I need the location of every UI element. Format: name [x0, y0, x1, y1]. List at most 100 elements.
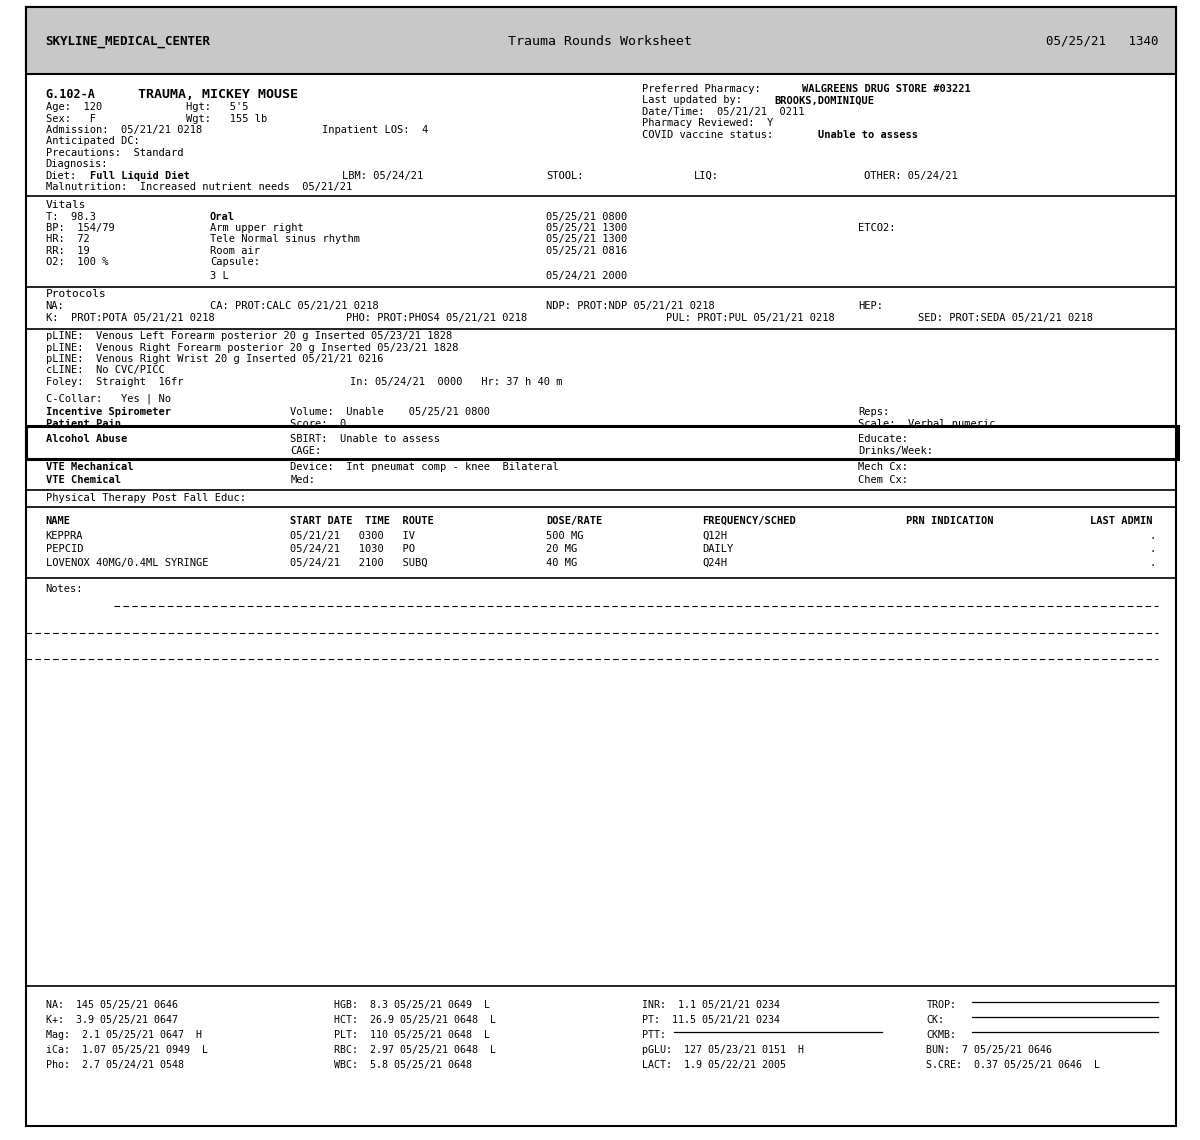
Text: G.102-A: G.102-A: [46, 88, 96, 100]
Text: Malnutrition:  Increased nutrient needs  05/21/21: Malnutrition: Increased nutrient needs 0…: [46, 182, 352, 192]
Text: 05/24/21 2000: 05/24/21 2000: [546, 271, 628, 280]
Text: 05/25/21 0816: 05/25/21 0816: [546, 246, 628, 255]
Text: Educate:: Educate:: [858, 434, 908, 443]
Text: DAILY: DAILY: [702, 545, 733, 554]
Text: Mech Cx:: Mech Cx:: [858, 463, 908, 472]
Text: 05/25/21 1300: 05/25/21 1300: [546, 235, 628, 244]
Text: SBIRT:  Unable to assess: SBIRT: Unable to assess: [290, 434, 440, 443]
Text: PT:  11.5 05/21/21 0234: PT: 11.5 05/21/21 0234: [642, 1016, 780, 1025]
Text: Pharmacy Reviewed:  Y: Pharmacy Reviewed: Y: [642, 119, 773, 128]
Text: .: .: [1150, 559, 1156, 568]
Text: DOSE/RATE: DOSE/RATE: [546, 516, 602, 526]
Text: Device:  Int pneumat comp - knee  Bilateral: Device: Int pneumat comp - knee Bilatera…: [290, 463, 559, 472]
Text: LACT:  1.9 05/22/21 2005: LACT: 1.9 05/22/21 2005: [642, 1060, 786, 1069]
Text: VTE Mechanical: VTE Mechanical: [46, 463, 133, 472]
Text: K+:  3.9 05/25/21 0647: K+: 3.9 05/25/21 0647: [46, 1016, 178, 1025]
Text: NDP: PROT:NDP 05/21/21 0218: NDP: PROT:NDP 05/21/21 0218: [546, 301, 715, 310]
Text: PRN INDICATION: PRN INDICATION: [906, 516, 994, 526]
Text: 500 MG: 500 MG: [546, 531, 583, 540]
Text: PLT:  110 05/25/21 0648  L: PLT: 110 05/25/21 0648 L: [334, 1031, 490, 1040]
Text: TRAUMA, MICKEY MOUSE: TRAUMA, MICKEY MOUSE: [138, 88, 298, 100]
Text: Date/Time:  05/21/21  0211: Date/Time: 05/21/21 0211: [642, 107, 804, 116]
Text: Tele Normal sinus rhythm: Tele Normal sinus rhythm: [210, 235, 360, 244]
Text: CK:: CK:: [926, 1016, 944, 1025]
Text: Diet:: Diet:: [46, 171, 77, 180]
Text: iCa:  1.07 05/25/21 0949  L: iCa: 1.07 05/25/21 0949 L: [46, 1045, 208, 1055]
Text: Reps:: Reps:: [858, 407, 889, 416]
Text: CAGE:: CAGE:: [290, 447, 322, 456]
Text: Unable to assess: Unable to assess: [818, 130, 918, 139]
Text: ETCO2:: ETCO2:: [858, 223, 895, 233]
Text: PUL: PROT:PUL 05/21/21 0218: PUL: PROT:PUL 05/21/21 0218: [666, 314, 835, 323]
Text: KEPPRA: KEPPRA: [46, 531, 83, 540]
Text: O2:  100 %: O2: 100 %: [46, 258, 108, 267]
Text: Med:: Med:: [290, 475, 316, 484]
Text: T:  98.3: T: 98.3: [46, 212, 96, 221]
Text: pLINE:  Venous Left Forearm posterior 20 g Inserted 05/23/21 1828: pLINE: Venous Left Forearm posterior 20 …: [46, 332, 452, 341]
Text: Precautions:  Standard: Precautions: Standard: [46, 148, 184, 157]
Text: CA: PROT:CALC 05/21/21 0218: CA: PROT:CALC 05/21/21 0218: [210, 301, 379, 310]
Text: Oral: Oral: [210, 212, 235, 221]
Text: STOOL:: STOOL:: [546, 171, 583, 180]
Text: pLINE:  Venous Right Wrist 20 g Inserted 05/21/21 0216: pLINE: Venous Right Wrist 20 g Inserted …: [46, 355, 383, 364]
Text: CKMB:: CKMB:: [926, 1031, 956, 1040]
Text: Foley:  Straight  16fr: Foley: Straight 16fr: [46, 377, 184, 386]
Text: Physical Therapy Post Fall Educ:: Physical Therapy Post Fall Educ:: [46, 494, 246, 503]
Text: Scale:  Verbal numeric: Scale: Verbal numeric: [858, 420, 996, 429]
Text: Volume:  Unable    05/25/21 0800: Volume: Unable 05/25/21 0800: [290, 407, 491, 416]
Text: S.CRE:  0.37 05/25/21 0646  L: S.CRE: 0.37 05/25/21 0646 L: [926, 1060, 1100, 1069]
Text: PEPCID: PEPCID: [46, 545, 83, 554]
Text: HR:  72: HR: 72: [46, 235, 89, 244]
Text: SKYLINE_MEDICAL_CENTER: SKYLINE_MEDICAL_CENTER: [46, 34, 211, 48]
Text: BROOKS,DOMINIQUE: BROOKS,DOMINIQUE: [774, 96, 874, 105]
Text: 40 MG: 40 MG: [546, 559, 577, 568]
Text: Notes:: Notes:: [46, 585, 83, 594]
Text: Anticipated DC:: Anticipated DC:: [46, 137, 139, 146]
Text: Pho:  2.7 05/24/21 0548: Pho: 2.7 05/24/21 0548: [46, 1060, 184, 1069]
Text: C-Collar:   Yes | No: C-Collar: Yes | No: [46, 393, 170, 405]
Text: START DATE  TIME  ROUTE: START DATE TIME ROUTE: [290, 516, 434, 526]
Text: K:  PROT:POTA 05/21/21 0218: K: PROT:POTA 05/21/21 0218: [46, 314, 215, 323]
Text: LOVENOX 40MG/0.4ML SYRINGE: LOVENOX 40MG/0.4ML SYRINGE: [46, 559, 208, 568]
Text: Full Liquid Diet: Full Liquid Diet: [90, 171, 190, 180]
Text: 05/21/21   0300   IV: 05/21/21 0300 IV: [290, 531, 415, 540]
Text: cLINE:  No CVC/PICC: cLINE: No CVC/PICC: [46, 366, 164, 375]
Bar: [26, 7, 1176, 74]
Text: Sex:   F: Sex: F: [46, 114, 96, 123]
Text: Capsule:: Capsule:: [210, 258, 260, 267]
Text: Wgt:   155 lb: Wgt: 155 lb: [186, 114, 268, 123]
Text: pGLU:  127 05/23/21 0151  H: pGLU: 127 05/23/21 0151 H: [642, 1045, 804, 1055]
Text: 20 MG: 20 MG: [546, 545, 577, 554]
Text: NA:: NA:: [46, 301, 65, 310]
Text: Protocols: Protocols: [46, 290, 107, 299]
Text: LBM: 05/24/21: LBM: 05/24/21: [342, 171, 424, 180]
Text: 05/25/21   1340: 05/25/21 1340: [1045, 34, 1158, 48]
Text: 05/24/21   2100   SUBQ: 05/24/21 2100 SUBQ: [290, 559, 428, 568]
Text: SED: PROT:SEDA 05/21/21 0218: SED: PROT:SEDA 05/21/21 0218: [918, 314, 1093, 323]
Text: COVID vaccine status:: COVID vaccine status:: [642, 130, 773, 139]
Text: 05/24/21   1030   PO: 05/24/21 1030 PO: [290, 545, 415, 554]
Text: Q12H: Q12H: [702, 531, 727, 540]
Text: BUN:  7 05/25/21 0646: BUN: 7 05/25/21 0646: [926, 1045, 1052, 1055]
Text: WALGREENS DRUG STORE #03221: WALGREENS DRUG STORE #03221: [802, 84, 971, 93]
Text: Trauma Rounds Worksheet: Trauma Rounds Worksheet: [508, 34, 692, 48]
Text: PHO: PROT:PHOS4 05/21/21 0218: PHO: PROT:PHOS4 05/21/21 0218: [346, 314, 527, 323]
Text: Score:  0: Score: 0: [290, 420, 347, 429]
Text: VTE Chemical: VTE Chemical: [46, 475, 120, 484]
Text: Drinks/Week:: Drinks/Week:: [858, 447, 934, 456]
Text: LIQ:: LIQ:: [694, 171, 719, 180]
Text: Inpatient LOS:  4: Inpatient LOS: 4: [322, 125, 428, 135]
Text: Admission:  05/21/21 0218: Admission: 05/21/21 0218: [46, 125, 202, 135]
Text: RR:  19: RR: 19: [46, 246, 89, 255]
Text: 3 L: 3 L: [210, 271, 229, 280]
Text: NAME: NAME: [46, 516, 71, 526]
Text: Preferred Pharmacy:: Preferred Pharmacy:: [642, 84, 761, 93]
Text: Last updated by:: Last updated by:: [642, 96, 742, 105]
Text: pLINE:  Venous Right Forearm posterior 20 g Inserted 05/23/21 1828: pLINE: Venous Right Forearm posterior 20…: [46, 343, 458, 352]
Text: LAST ADMIN: LAST ADMIN: [1090, 516, 1152, 526]
Text: Q24H: Q24H: [702, 559, 727, 568]
Text: Vitals: Vitals: [46, 201, 86, 210]
Text: Patient Pain: Patient Pain: [46, 420, 120, 429]
Text: FREQUENCY/SCHED: FREQUENCY/SCHED: [702, 516, 796, 526]
Text: HGB:  8.3 05/25/21 0649  L: HGB: 8.3 05/25/21 0649 L: [334, 1001, 490, 1010]
